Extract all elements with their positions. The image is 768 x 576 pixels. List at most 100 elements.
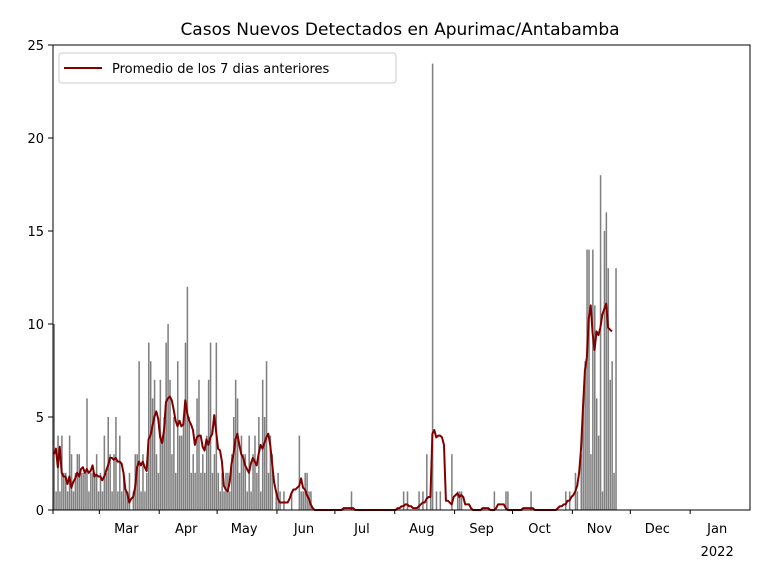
daily-cases-bar: [176, 361, 179, 510]
daily-cases-bar: [439, 491, 442, 510]
daily-cases-bar: [530, 491, 532, 510]
daily-cases-bar: [153, 379, 156, 510]
daily-cases-bar: [236, 398, 239, 510]
daily-cases-bar: [607, 268, 610, 510]
legend-box: [58, 52, 397, 84]
daily-cases-bar: [582, 398, 584, 510]
daily-cases-bar: [74, 472, 77, 510]
daily-cases-bar: [198, 379, 200, 510]
daily-cases-bar: [76, 454, 79, 510]
daily-cases-bar: [588, 249, 590, 510]
daily-cases-bar: [225, 472, 227, 510]
daily-cases-bar: [182, 417, 185, 510]
daily-cases-bar: [175, 472, 177, 510]
daily-cases-bar: [95, 454, 98, 510]
daily-cases-bar: [259, 491, 262, 510]
daily-cases-bar: [140, 491, 142, 510]
daily-cases-bar: [142, 454, 144, 510]
daily-cases-bar: [186, 286, 189, 510]
daily-cases-bar: [120, 491, 123, 510]
daily-cases-bar: [580, 454, 583, 510]
daily-cases-bar: [205, 435, 208, 510]
daily-cases-bar: [283, 491, 285, 510]
x-tick-label: Jul: [353, 522, 370, 537]
daily-cases-bar: [178, 435, 181, 510]
daily-cases-bar: [244, 454, 247, 510]
daily-cases-bar: [138, 361, 140, 510]
daily-cases-bar: [151, 398, 154, 510]
daily-cases-bar: [204, 472, 206, 510]
daily-cases-bar: [279, 491, 281, 510]
daily-cases-bar: [223, 491, 225, 510]
daily-cases-bar: [435, 491, 438, 510]
daily-cases-bar: [263, 417, 266, 510]
daily-cases-bar: [229, 491, 231, 510]
daily-cases-bar: [232, 417, 235, 510]
daily-cases-bar: [300, 491, 303, 510]
daily-cases-bar: [109, 454, 111, 510]
daily-cases-bar: [136, 454, 138, 510]
daily-cases-bar: [128, 472, 131, 510]
y-tick-label: 25: [27, 39, 44, 54]
daily-cases-bar: [451, 454, 453, 510]
daily-cases-bar: [211, 472, 214, 510]
daily-cases-bar: [422, 491, 424, 510]
daily-cases-bar: [271, 454, 274, 510]
daily-cases-bar: [267, 472, 270, 510]
daily-cases-bar: [418, 491, 420, 510]
daily-cases-bar: [86, 398, 88, 510]
daily-cases-bar: [507, 491, 509, 510]
x-tick-label: Dec: [645, 522, 670, 537]
daily-cases-bar: [256, 472, 258, 510]
daily-cases-bar: [254, 435, 256, 510]
daily-cases-bar: [576, 491, 579, 510]
daily-cases-bar: [78, 454, 81, 510]
daily-cases-bar: [171, 454, 173, 510]
x-axis: Mar Apr May Jun Jul Aug Sep Oct Nov Dec Jan 2022: [52, 510, 734, 560]
daily-cases-bar: [157, 472, 160, 510]
daily-cases-bar: [298, 435, 301, 510]
daily-cases-bar: [190, 472, 193, 510]
daily-cases-bar: [603, 231, 606, 510]
daily-cases-bar: [55, 491, 57, 510]
x-tick-label: May: [231, 522, 258, 537]
daily-cases-bar: [159, 379, 162, 510]
daily-cases-bar: [217, 472, 220, 510]
daily-cases-bar: [586, 249, 588, 510]
daily-cases-bar: [192, 454, 194, 510]
daily-cases-bar: [148, 342, 150, 510]
daily-cases-bar: [599, 175, 602, 510]
daily-cases-bar: [57, 435, 59, 510]
daily-cases-bar: [196, 398, 198, 510]
daily-cases-bar: [302, 491, 305, 510]
daily-cases-bar: [119, 435, 121, 510]
daily-cases-bar: [68, 435, 71, 510]
daily-cases-bar: [584, 361, 586, 510]
daily-cases-bar: [242, 454, 245, 510]
daily-cases-bar: [88, 491, 90, 510]
daily-cases-bar: [429, 491, 432, 510]
daily-cases-bar: [173, 417, 175, 510]
daily-cases-bar: [456, 491, 459, 510]
daily-cases-bar: [615, 268, 617, 510]
y-tick-label: 15: [27, 225, 44, 240]
daily-cases-bar: [84, 472, 86, 510]
daily-cases-bar: [595, 398, 598, 510]
x-tick-label: Nov: [587, 522, 613, 537]
daily-cases-bar: [592, 249, 594, 510]
daily-cases-bar: [431, 63, 434, 510]
daily-cases-bar: [306, 472, 308, 510]
daily-cases-bar: [202, 454, 204, 510]
daily-cases-bar: [113, 454, 115, 510]
daily-cases-bar: [70, 454, 73, 510]
daily-cases-bar: [146, 472, 148, 510]
daily-cases-bar: [59, 491, 61, 510]
daily-cases-bar: [167, 324, 169, 510]
daily-cases-bar: [597, 435, 600, 510]
daily-cases-bar: [165, 342, 167, 510]
daily-cases-bar: [221, 472, 223, 510]
daily-cases-bar: [565, 491, 567, 510]
daily-cases-bar: [180, 435, 183, 510]
